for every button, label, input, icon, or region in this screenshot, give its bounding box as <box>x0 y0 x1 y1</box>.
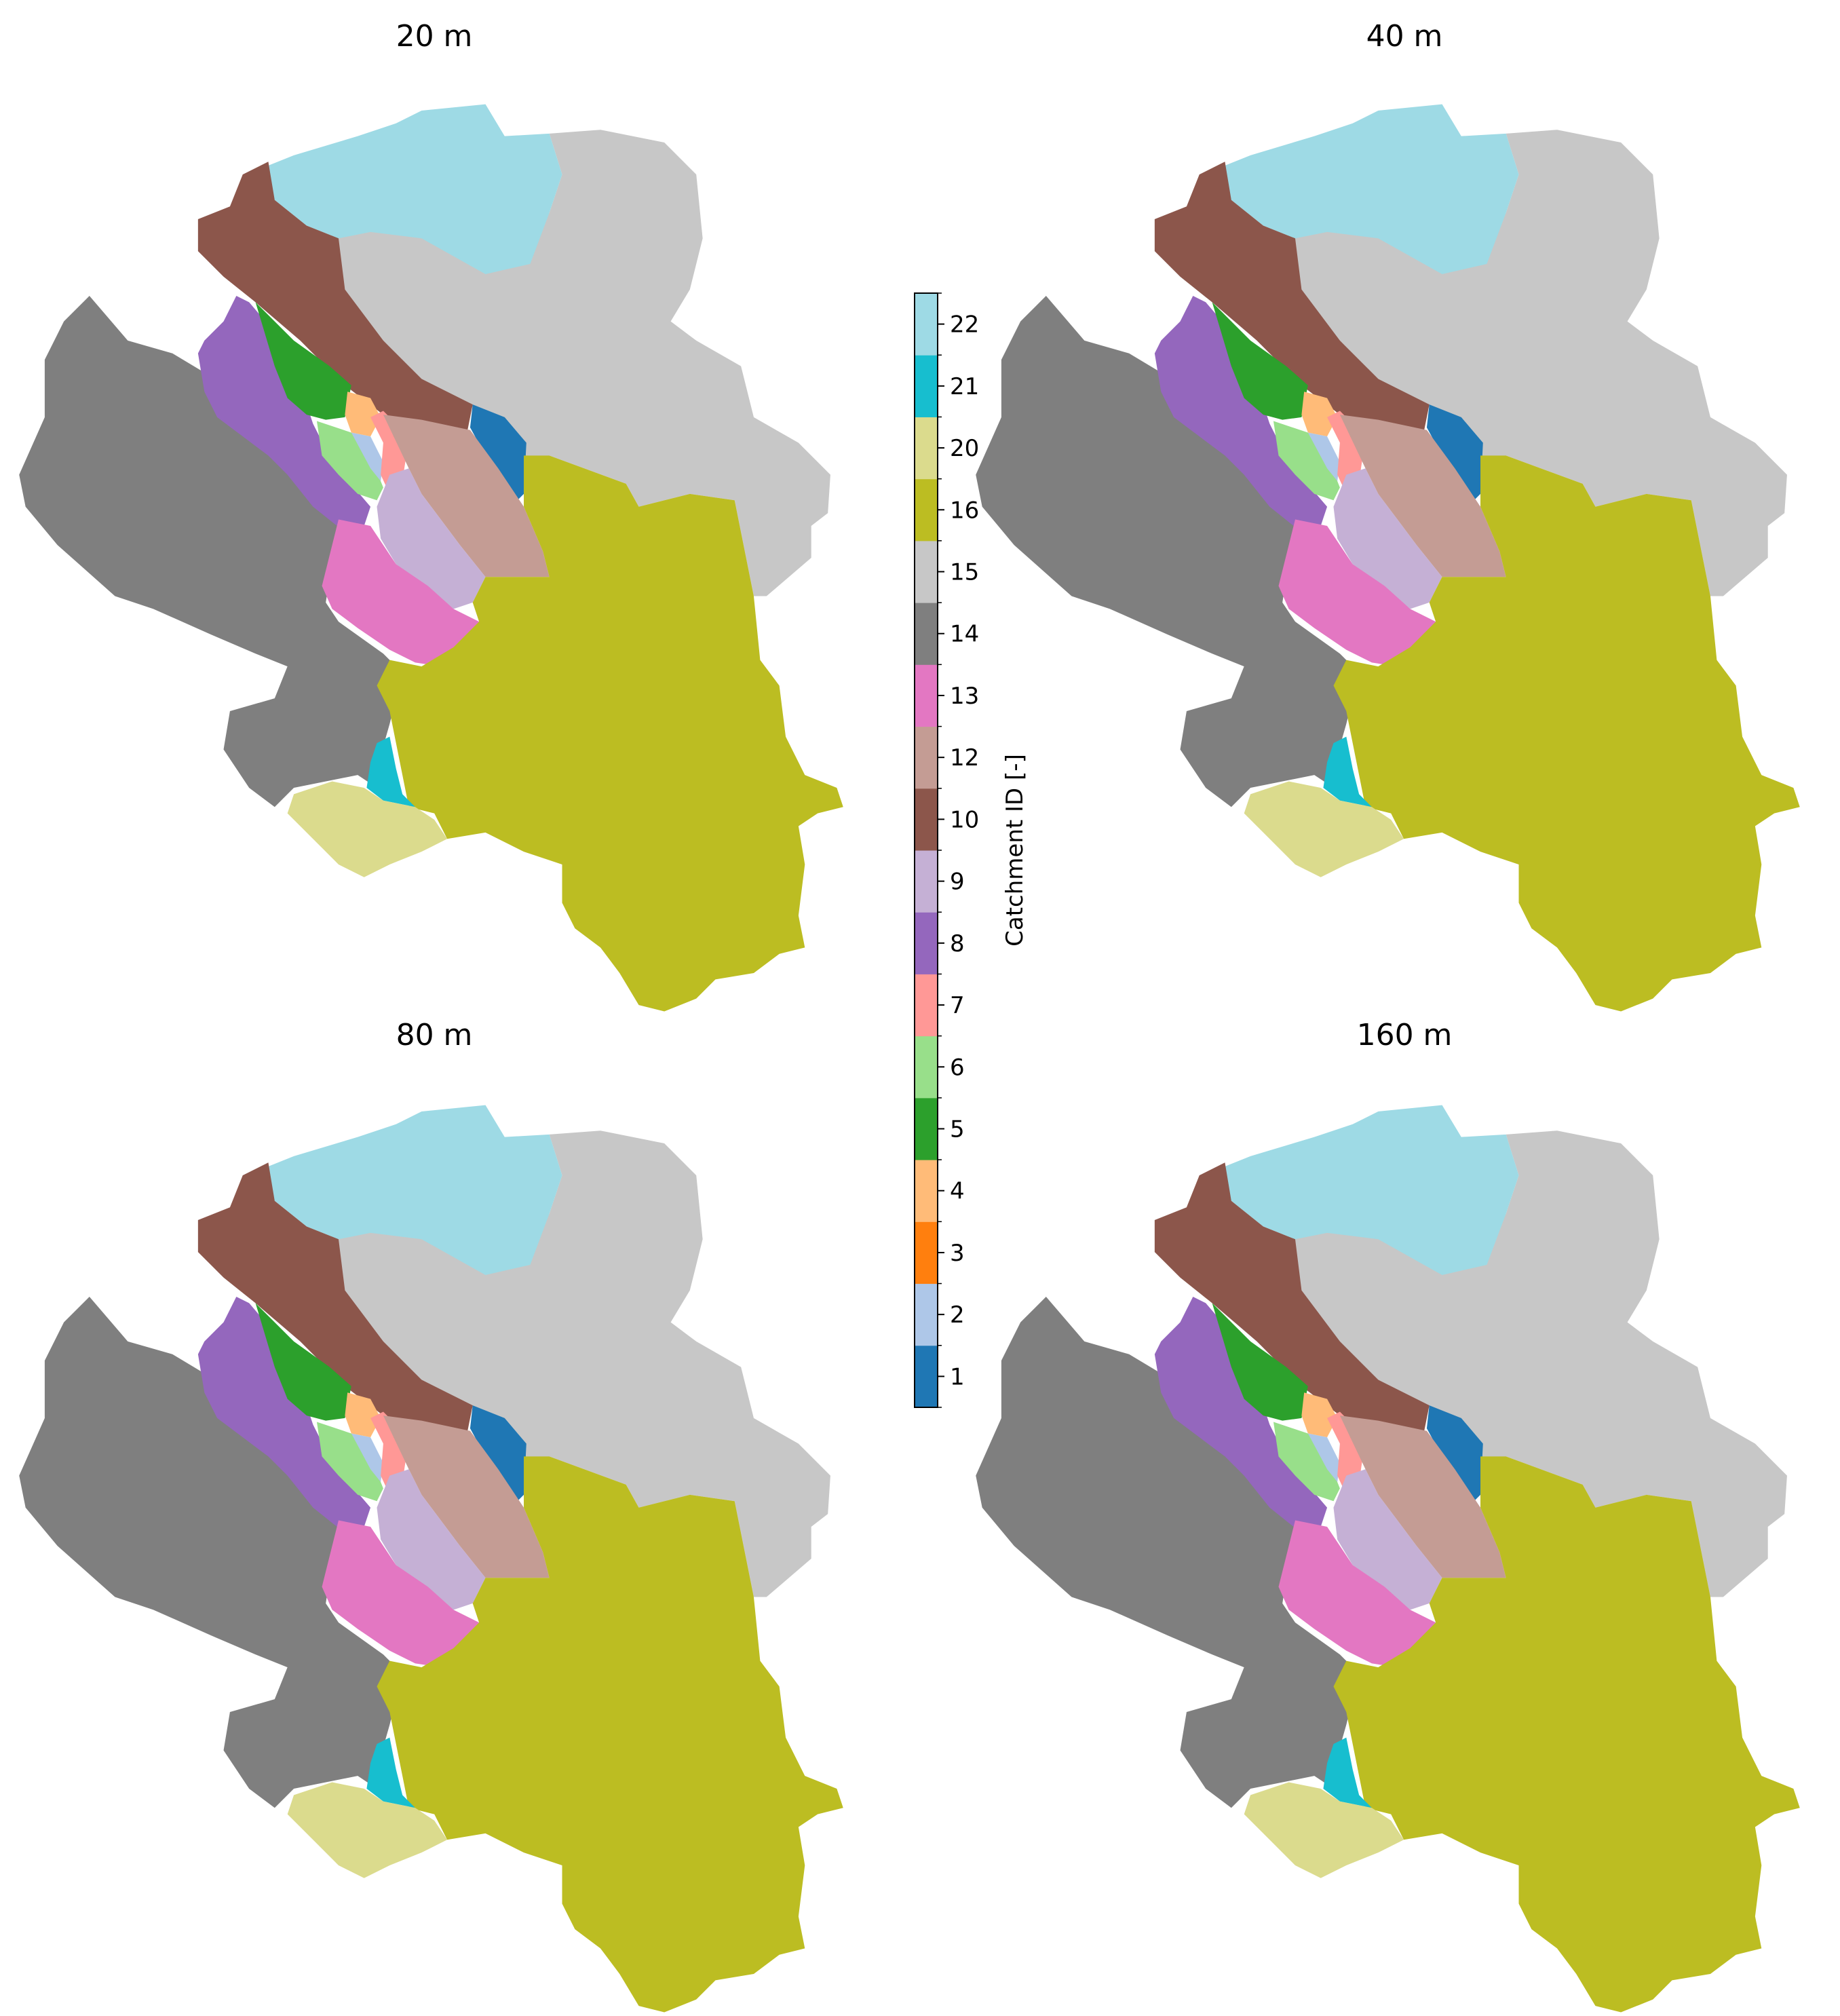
colorbar-swatch-7 <box>915 974 938 1037</box>
colorbar-swatch-6 <box>915 1035 938 1099</box>
colorbar-tick-label-21: 21 <box>950 373 979 400</box>
colorbar-swatch-16 <box>915 478 938 541</box>
colorbar-swatch-3 <box>915 1221 938 1285</box>
colorbar-tick-label-1: 1 <box>950 1363 965 1390</box>
colorbar-swatch-9 <box>915 850 938 913</box>
colorbar-tick-label-10: 10 <box>950 806 979 833</box>
colorbar-tick-label-8: 8 <box>950 930 965 957</box>
map-panel-40m <box>976 104 1800 1012</box>
colorbar-tick-label-3: 3 <box>950 1240 965 1267</box>
map-panel-20m <box>19 104 843 1012</box>
colorbar-tick-label-7: 7 <box>950 992 965 1019</box>
colorbar-tick-label-4: 4 <box>950 1178 965 1205</box>
colorbar-swatch-21 <box>915 355 938 417</box>
panel-title-20m: 20 m <box>396 19 473 54</box>
colorbar-swatch-13 <box>915 664 938 727</box>
colorbar-frame <box>914 292 938 1408</box>
colorbar-swatch-5 <box>915 1097 938 1160</box>
panel-title-160m: 160 m <box>1357 1018 1453 1052</box>
colorbar-tick-label-20: 20 <box>950 435 979 462</box>
colorbar-swatch-1 <box>915 1345 938 1408</box>
colorbar-swatch-14 <box>915 603 938 665</box>
colorbar-swatch-12 <box>915 726 938 789</box>
colorbar-tick-label-6: 6 <box>950 1054 965 1081</box>
colorbar-tick-label-22: 22 <box>950 311 979 339</box>
colorbar-tick-label-9: 9 <box>950 869 965 896</box>
colorbar-tick-label-5: 5 <box>950 1116 965 1143</box>
colorbar-tick-label-2: 2 <box>950 1301 965 1329</box>
colorbar-swatch-8 <box>915 912 938 974</box>
colorbar-tick-label-14: 14 <box>950 621 979 648</box>
colorbar-swatch-2 <box>915 1283 938 1346</box>
colorbar-swatch-22 <box>915 293 938 356</box>
map-panel-80m <box>19 1105 843 2013</box>
panel-title-80m: 80 m <box>396 1018 473 1052</box>
colorbar-swatch-4 <box>915 1160 938 1222</box>
colorbar-swatch-10 <box>915 788 938 851</box>
colorbar-swatch-20 <box>915 417 938 480</box>
panel-title-40m: 40 m <box>1366 19 1443 54</box>
colorbar-tick-label-13: 13 <box>950 683 979 710</box>
colorbar-swatch-15 <box>915 540 938 603</box>
colorbar-tick-label-15: 15 <box>950 559 979 586</box>
colorbar-tick-label-16: 16 <box>950 497 979 524</box>
colorbar-label: Catchment ID [-] <box>1001 754 1029 947</box>
colorbar-tick-label-12: 12 <box>950 744 979 772</box>
map-panel-160m <box>976 1105 1800 2013</box>
